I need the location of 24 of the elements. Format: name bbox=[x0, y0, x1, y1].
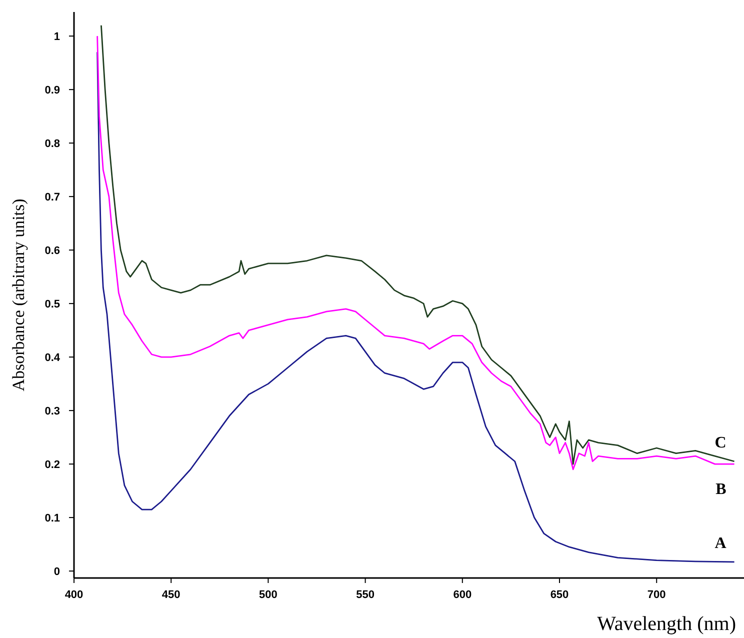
y-tick-label: 0.8 bbox=[44, 138, 60, 150]
y-tick-label: 0.3 bbox=[44, 406, 60, 418]
y-tick-label: 0 bbox=[54, 566, 60, 578]
y-tick-label: 1 bbox=[54, 31, 60, 44]
x-tick-label: 650 bbox=[550, 589, 569, 601]
series-label: C bbox=[714, 434, 726, 452]
x-tick-label: 700 bbox=[647, 589, 666, 601]
x-axis-title: Wavelength (nm) bbox=[597, 613, 736, 635]
y-tick-label: 0.1 bbox=[44, 512, 60, 525]
y-axis-title: Absorbance (arbitrary units) bbox=[9, 198, 28, 392]
x-tick-label: 500 bbox=[259, 589, 278, 601]
series-label: B bbox=[716, 481, 727, 498]
y-tick-label: 0.7 bbox=[44, 192, 60, 204]
y-tick-label: 0.5 bbox=[44, 298, 60, 311]
y-tick-label: 0.2 bbox=[44, 459, 60, 472]
line-series bbox=[96, 51, 735, 563]
x-tick-label: 450 bbox=[162, 589, 180, 601]
y-tick-label: 0.6 bbox=[44, 245, 60, 258]
x-tick-label: 400 bbox=[64, 589, 84, 601]
series-label: A bbox=[714, 534, 727, 552]
y-tick-label: 0.4 bbox=[44, 352, 61, 364]
x-tick-label: 550 bbox=[356, 589, 374, 601]
y-tick-label: 0.9 bbox=[44, 84, 60, 97]
x-tick-label: 600 bbox=[453, 589, 472, 601]
